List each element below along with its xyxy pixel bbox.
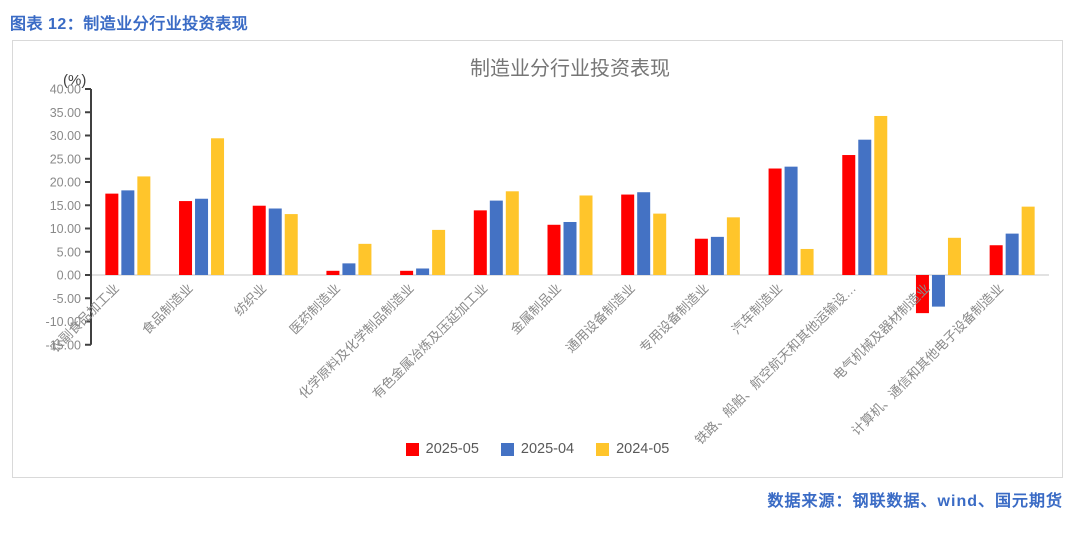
bar [252,205,266,275]
category-label: 汽车制造业 [729,281,786,338]
bar [121,190,135,275]
legend-swatch-icon [405,442,419,456]
bar [784,166,798,275]
y-axis-tick-label: -5.00 [53,292,82,306]
bar [416,268,430,275]
category-label: 食品制造业 [139,281,196,338]
bar [358,243,372,275]
y-axis-tick-label: 20.00 [50,176,81,190]
bar [505,191,519,275]
category-label: 铁路、船舶、航空航天和其他运输设… [692,281,859,448]
legend-swatch-icon [500,442,514,456]
bar [342,263,356,275]
bar [989,245,1003,275]
chart-container: 制造业分行业投资表现 (%) -15.00 -10.00 -5.00 0.00 5.00 10… [12,40,1063,478]
bar [563,221,577,275]
bar [179,201,193,275]
y-axis-tick-label: 25.00 [50,152,81,166]
legend-swatch-icon [596,442,610,456]
bar [105,193,119,275]
bar [874,115,888,275]
category-label: 金属制品业 [508,281,565,338]
bar [326,270,340,275]
bar [400,270,414,275]
data-source-note: 数据来源：钢联数据、wind、国元期货 [767,493,1063,510]
bar [858,139,872,275]
y-axis-tick-label: 30.00 [50,129,81,143]
bar [547,224,561,275]
category-label: 纺织业 [231,281,269,319]
category-label: 专用设备制造业 [637,281,712,356]
figure-caption: 图表 12：制造业分行业投资表现 [10,16,249,33]
y-axis-tick-label: 10.00 [50,222,81,236]
y-axis-tick-label: 40.00 [50,83,81,97]
bar [710,236,724,275]
bar [268,208,282,275]
y-axis-tick-label: -15.00 [46,338,81,352]
y-axis-tick-label: -10.00 [46,315,81,329]
legend-label: 2025-05 [425,441,479,457]
bar [284,214,298,275]
bar [621,194,635,275]
bar [637,192,651,275]
bar-chart: 制造业分行业投资表现 (%) -15.00 -10.00 -5.00 0.00 5.00 10… [46,57,1049,448]
bar [694,238,708,275]
y-axis-unit-label: (%) [63,72,86,89]
bar [1021,206,1035,275]
legend-label: 2024-05 [616,441,670,457]
category-label: 医药制造业 [286,281,343,338]
bar [579,195,593,275]
chart-title: 制造业分行业投资表现 [470,57,670,80]
chart-legend: 2025-05 2025-04 2024-05 [13,441,1062,457]
legend-item: 2024-05 [596,441,669,457]
bar [137,176,151,275]
bar [768,168,782,275]
bar [726,217,740,275]
bar [473,210,487,275]
bar [211,138,225,275]
bar [1005,233,1019,275]
category-label: 通用设备制造业 [563,281,638,356]
bar [195,198,209,275]
bar [489,200,503,275]
y-axis-tick-label: 35.00 [50,106,81,120]
legend-item: 2025-04 [500,441,575,457]
y-axis-tick-label: 15.00 [50,199,81,213]
bar [432,229,446,275]
y-axis-tick-label: 5.00 [57,245,81,259]
legend-label: 2025-04 [520,441,575,457]
bar [931,275,945,307]
bar [800,248,814,275]
bar [947,237,961,275]
bar [915,275,929,314]
legend-item: 2025-05 [405,441,479,457]
bar [842,155,856,275]
y-axis-tick-label: 0.00 [57,269,81,283]
bar [653,213,667,275]
